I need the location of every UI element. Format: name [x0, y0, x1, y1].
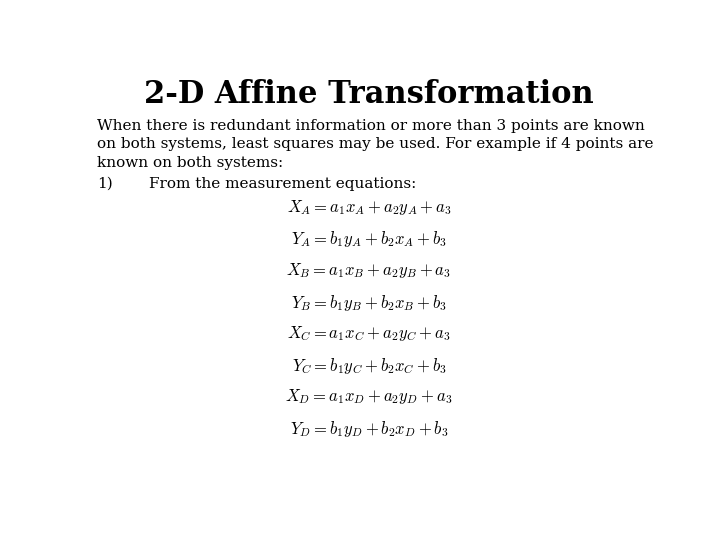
Text: 1): 1) — [96, 177, 112, 191]
Text: From the measurement equations:: From the measurement equations: — [148, 177, 416, 191]
Text: $Y_C = b_1 y_C + b_2 x_C + b_3$: $Y_C = b_1 y_C + b_2 x_C + b_3$ — [292, 356, 446, 376]
Text: $Y_D = b_1 y_D + b_2 x_D + b_3$: $Y_D = b_1 y_D + b_2 x_D + b_3$ — [290, 419, 448, 439]
Text: 2-D Affine Transformation: 2-D Affine Transformation — [144, 79, 594, 110]
Text: $X_B = a_1 x_B + a_2 y_B + a_3$: $X_B = a_1 x_B + a_2 y_B + a_3$ — [287, 261, 451, 280]
Text: When there is redundant information or more than 3 points are known
on both syst: When there is redundant information or m… — [96, 119, 653, 170]
Text: $X_D = a_1 x_D + a_2 y_D + a_3$: $X_D = a_1 x_D + a_2 y_D + a_3$ — [285, 388, 453, 407]
Text: $X_C = a_1 x_C + a_2 y_C + a_3$: $X_C = a_1 x_C + a_2 y_C + a_3$ — [287, 324, 451, 343]
Text: $Y_B = b_1 y_B + b_2 x_B + b_3$: $Y_B = b_1 y_B + b_2 x_B + b_3$ — [291, 293, 447, 313]
Text: $Y_A = b_1 y_A + b_2 x_A + b_3$: $Y_A = b_1 y_A + b_2 x_A + b_3$ — [291, 230, 447, 249]
Text: $X_A = a_1 x_A + a_2 y_A + a_3$: $X_A = a_1 x_A + a_2 y_A + a_3$ — [287, 198, 451, 217]
